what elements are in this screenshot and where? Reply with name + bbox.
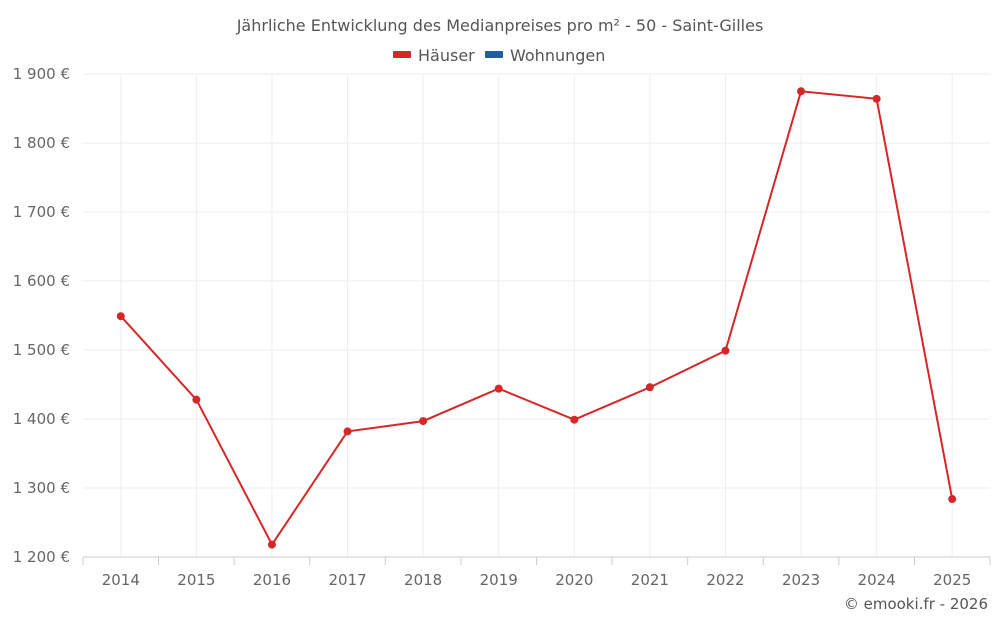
- data-point[interactable]: [948, 495, 957, 504]
- x-tick-label: 2015: [177, 571, 215, 589]
- x-tick-label: 2017: [328, 571, 366, 589]
- data-point[interactable]: [116, 312, 125, 321]
- x-tick-label: 2021: [631, 571, 669, 589]
- y-tick-label: 1 800 €: [13, 134, 70, 152]
- data-point[interactable]: [494, 384, 503, 393]
- x-tick-label: 2018: [404, 571, 442, 589]
- y-tick-label: 1 300 €: [13, 479, 70, 497]
- y-tick-label: 1 200 €: [13, 548, 70, 566]
- legend: Häuser Wohnungen: [393, 46, 605, 65]
- data-point[interactable]: [343, 427, 352, 436]
- x-tick-label: 2019: [480, 571, 518, 589]
- chart-title: Jährliche Entwicklung des Medianpreises …: [236, 16, 764, 35]
- data-point[interactable]: [419, 417, 428, 426]
- legend-swatch-hauser: [393, 51, 411, 58]
- series-line-0: [120, 90, 954, 547]
- data-point[interactable]: [797, 87, 806, 96]
- y-tick-label: 1 500 €: [13, 341, 70, 359]
- data-point[interactable]: [192, 395, 201, 404]
- y-tick-label: 1 400 €: [13, 410, 70, 428]
- grid: [83, 73, 990, 557]
- y-tick-label: 1 900 €: [13, 65, 70, 83]
- x-tick-label: 2023: [782, 571, 820, 589]
- axes: 1 200 € 1 300 € 1 400 € 1 500 € 1 600 € 1 700…: [13, 65, 991, 589]
- x-tick-label: 2025: [933, 571, 971, 589]
- data-point[interactable]: [267, 540, 276, 549]
- y-tick-label: 1 600 €: [13, 272, 70, 290]
- data-point[interactable]: [645, 383, 654, 392]
- x-tick-label: 2014: [102, 571, 140, 589]
- legend-label-hauser: Häuser: [418, 46, 475, 65]
- x-tick-label: 2024: [858, 571, 896, 589]
- y-tick-label: 1 700 €: [13, 203, 70, 221]
- data-point[interactable]: [570, 415, 579, 424]
- x-tick-label: 2020: [555, 571, 593, 589]
- legend-item-hauser[interactable]: Häuser: [393, 46, 475, 65]
- credit-text: © emooki.fr - 2026: [844, 595, 988, 613]
- series: [116, 87, 957, 549]
- x-tick-label: 2022: [706, 571, 744, 589]
- legend-item-wohnungen[interactable]: Wohnungen: [485, 46, 605, 65]
- legend-label-wohnungen: Wohnungen: [510, 46, 605, 65]
- data-point[interactable]: [721, 346, 730, 355]
- x-tick-label: 2016: [253, 571, 291, 589]
- data-point[interactable]: [872, 94, 881, 103]
- legend-swatch-wohnungen: [485, 51, 503, 58]
